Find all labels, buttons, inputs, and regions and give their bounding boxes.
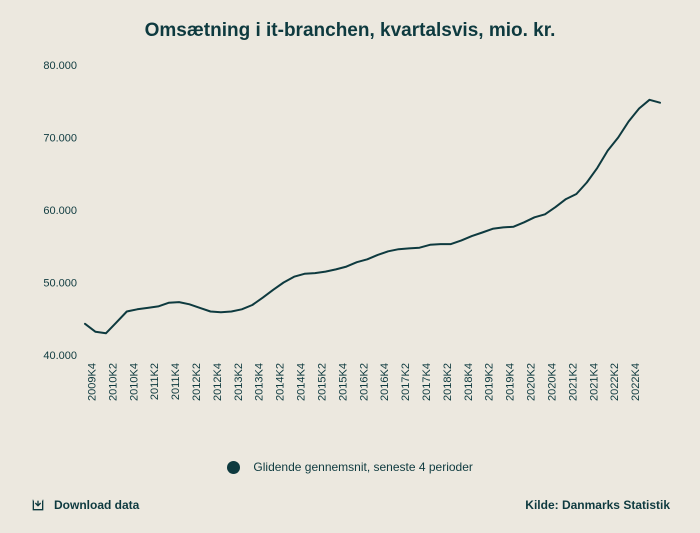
x-tick-label: 2020K4 <box>546 363 558 401</box>
series-line <box>85 100 660 333</box>
x-tick-label: 2009K4 <box>86 363 98 401</box>
y-tick-label: 40.000 <box>43 350 77 362</box>
x-tick-label: 2013K2 <box>233 363 245 401</box>
x-tick-label: 2020K2 <box>526 363 538 401</box>
x-tick-label: 2019K4 <box>505 363 517 401</box>
x-tick-label: 2021K4 <box>588 363 600 401</box>
download-icon <box>30 497 46 513</box>
x-tick-label: 2014K4 <box>296 363 308 401</box>
x-tick-label: 2014K2 <box>275 363 287 401</box>
y-tick-label: 60.000 <box>43 205 77 217</box>
x-tick-label: 2013K4 <box>254 363 266 401</box>
legend-dot <box>227 461 240 474</box>
download-button[interactable]: Download data <box>30 497 139 513</box>
x-tick-label: 2021K2 <box>567 363 579 401</box>
source-label: Kilde: Danmarks Statistik <box>525 498 670 512</box>
x-tick-label: 2012K4 <box>212 363 224 401</box>
legend: Glidende gennemsnit, seneste 4 perioder <box>0 460 700 474</box>
x-tick-label: 2011K2 <box>149 363 161 400</box>
x-tick-label: 2022K2 <box>609 363 621 401</box>
x-tick-label: 2010K2 <box>107 363 119 401</box>
x-tick-label: 2018K4 <box>463 363 475 401</box>
x-tick-label: 2010K4 <box>128 363 140 401</box>
x-tick-label: 2016K2 <box>358 363 370 401</box>
line-chart-svg: 40.000 50.000 60.000 70.000 80.000 2009K4 2010… <box>30 55 670 425</box>
x-tick-label: 2015K4 <box>337 363 349 401</box>
x-tick-label: 2017K2 <box>400 363 412 401</box>
download-label: Download data <box>54 498 139 512</box>
x-tick-label: 2016K4 <box>379 363 391 401</box>
y-tick-label: 70.000 <box>43 133 77 145</box>
x-tick-label: 2022K4 <box>630 363 642 401</box>
chart-title: Omsætning i it-branchen, kvartalsvis, mi… <box>0 0 700 42</box>
legend-label: Glidende gennemsnit, seneste 4 perioder <box>253 460 472 474</box>
x-tick-label: 2019K2 <box>484 363 496 401</box>
x-tick-label: 2011K4 <box>170 363 182 400</box>
chart-area: 40.000 50.000 60.000 70.000 80.000 2009K4 2010… <box>30 55 670 425</box>
y-tick-label: 50.000 <box>43 278 77 290</box>
x-tick-label: 2012K2 <box>191 363 203 401</box>
x-tick-label: 2015K2 <box>316 363 328 401</box>
x-tick-label: 2018K2 <box>442 363 454 401</box>
y-tick-label: 80.000 <box>43 60 77 72</box>
x-tick-label: 2017K4 <box>421 363 433 401</box>
